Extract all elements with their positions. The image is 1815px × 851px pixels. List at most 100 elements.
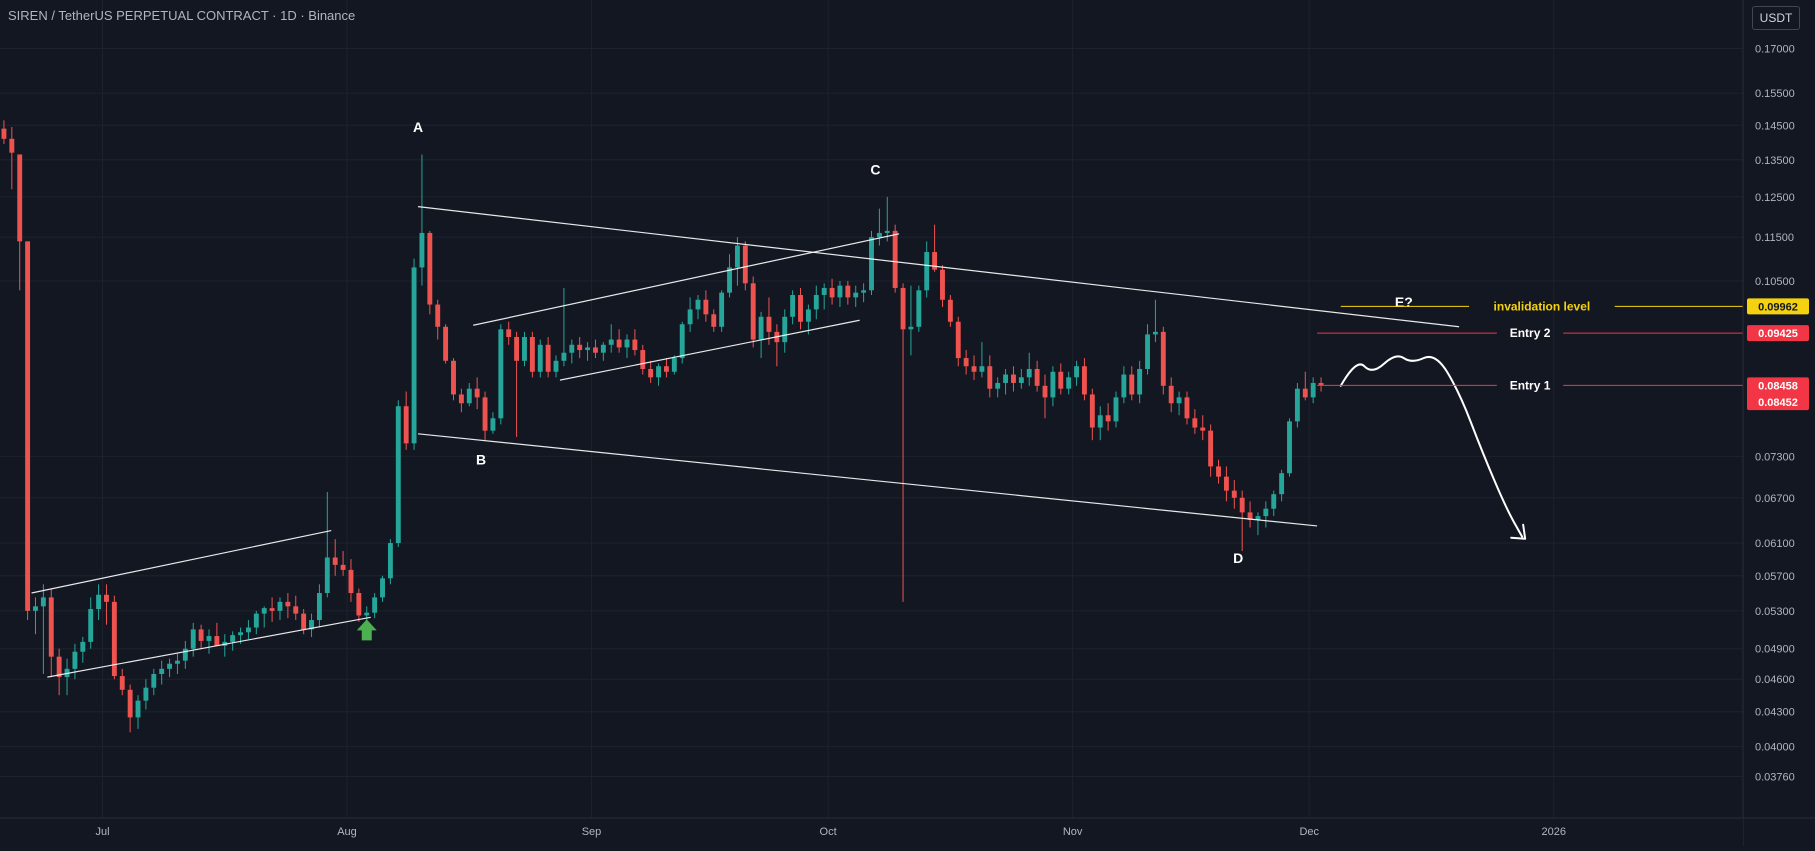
candle-body (40, 597, 46, 607)
candle-body (340, 564, 346, 570)
currency-button[interactable]: USDT (1752, 6, 1800, 30)
candle-up (569, 339, 575, 364)
price-levels: invalidation level Entry 2 Entry 1 (1317, 299, 1743, 392)
candle-body (1066, 377, 1072, 389)
candle-body (214, 636, 220, 646)
candle-up (411, 258, 417, 450)
candle-body (656, 366, 661, 378)
candle-body (206, 636, 212, 641)
price-tick-label: 0.13500 (1755, 155, 1795, 167)
candle-body (458, 394, 464, 404)
candle-down (1216, 459, 1221, 484)
candle-up (143, 679, 149, 710)
wave-label: C (870, 161, 880, 177)
time-axis-panel[interactable] (0, 818, 1743, 846)
candle-up (561, 287, 567, 367)
candle-down (1168, 377, 1174, 413)
candle-body (522, 336, 527, 361)
candle-up (908, 285, 914, 356)
candle-down (1200, 415, 1206, 441)
candle-down (900, 283, 906, 602)
candle-body (1208, 430, 1214, 467)
candle-body (48, 597, 54, 657)
candle-body (734, 245, 740, 268)
time-tick-label: Aug (337, 826, 357, 838)
candle-down (1, 120, 7, 144)
candle-body (490, 418, 496, 431)
candle-up (869, 230, 874, 296)
price-axis-panel[interactable] (1743, 0, 1815, 846)
candle-body (411, 267, 417, 444)
projection-arrow-head (1510, 523, 1527, 540)
candle-down (285, 592, 291, 619)
candle-body (1294, 388, 1300, 422)
price-tick-label: 0.14500 (1755, 120, 1795, 132)
candle-body (466, 388, 472, 404)
price-tag-red (1747, 325, 1809, 342)
candle-body (1239, 497, 1245, 513)
candle-down (703, 290, 709, 322)
candle-body (167, 663, 173, 669)
candle-up (206, 629, 212, 654)
candle-down (798, 287, 803, 330)
candle-body (742, 245, 748, 284)
candle-up (1018, 368, 1024, 389)
grid (0, 0, 1743, 818)
candle-down (514, 331, 520, 437)
candle-body (474, 388, 480, 398)
candle-down (104, 584, 109, 625)
candle-up (687, 297, 693, 332)
price-tag-label: 0.09425 (1758, 328, 1798, 340)
candle-down (774, 324, 780, 367)
candle-body (56, 656, 62, 678)
candle-body (971, 366, 977, 372)
candle-down (616, 329, 622, 353)
candle-body (529, 336, 535, 372)
candle-body (1271, 494, 1277, 509)
candle-up (1026, 352, 1032, 386)
candle-body (632, 339, 638, 351)
candle-body (790, 295, 796, 317)
candle-up (553, 355, 559, 378)
candle-body (356, 592, 362, 616)
price-tick-label: 0.10500 (1755, 276, 1795, 288)
candle-up (758, 311, 764, 359)
candle-body (1279, 473, 1285, 495)
candle-body (498, 329, 504, 419)
candle-up (884, 196, 890, 242)
candle-body (758, 316, 764, 340)
candle-up (490, 412, 496, 434)
candle-up (419, 154, 425, 286)
candle-body (829, 287, 835, 298)
candle-body (1097, 415, 1103, 428)
candle-body (837, 285, 843, 298)
candle-up (782, 309, 788, 353)
candle-body (395, 406, 401, 544)
candle-up (222, 634, 228, 657)
candle-body (9, 138, 15, 153)
candle-body (387, 543, 393, 579)
trend-line (417, 433, 1318, 527)
candle-body (151, 673, 157, 688)
candle-up (695, 295, 701, 320)
candle-down (947, 295, 953, 327)
candle-up (387, 539, 393, 585)
candle-down (332, 539, 338, 576)
candle-body (1074, 366, 1080, 378)
candle-body (72, 651, 78, 669)
candle-body (419, 232, 425, 268)
candle-body (1113, 397, 1119, 422)
trend-line (31, 529, 332, 594)
candle-body (1034, 368, 1040, 386)
candle-up (324, 492, 330, 598)
price-tick-label: 0.04300 (1755, 707, 1795, 719)
candle-up (861, 283, 867, 303)
candle-body (798, 295, 803, 322)
candle-up (1121, 366, 1127, 404)
candle-body (1216, 466, 1221, 477)
candle-body (1223, 476, 1229, 491)
candle-body (380, 578, 385, 598)
